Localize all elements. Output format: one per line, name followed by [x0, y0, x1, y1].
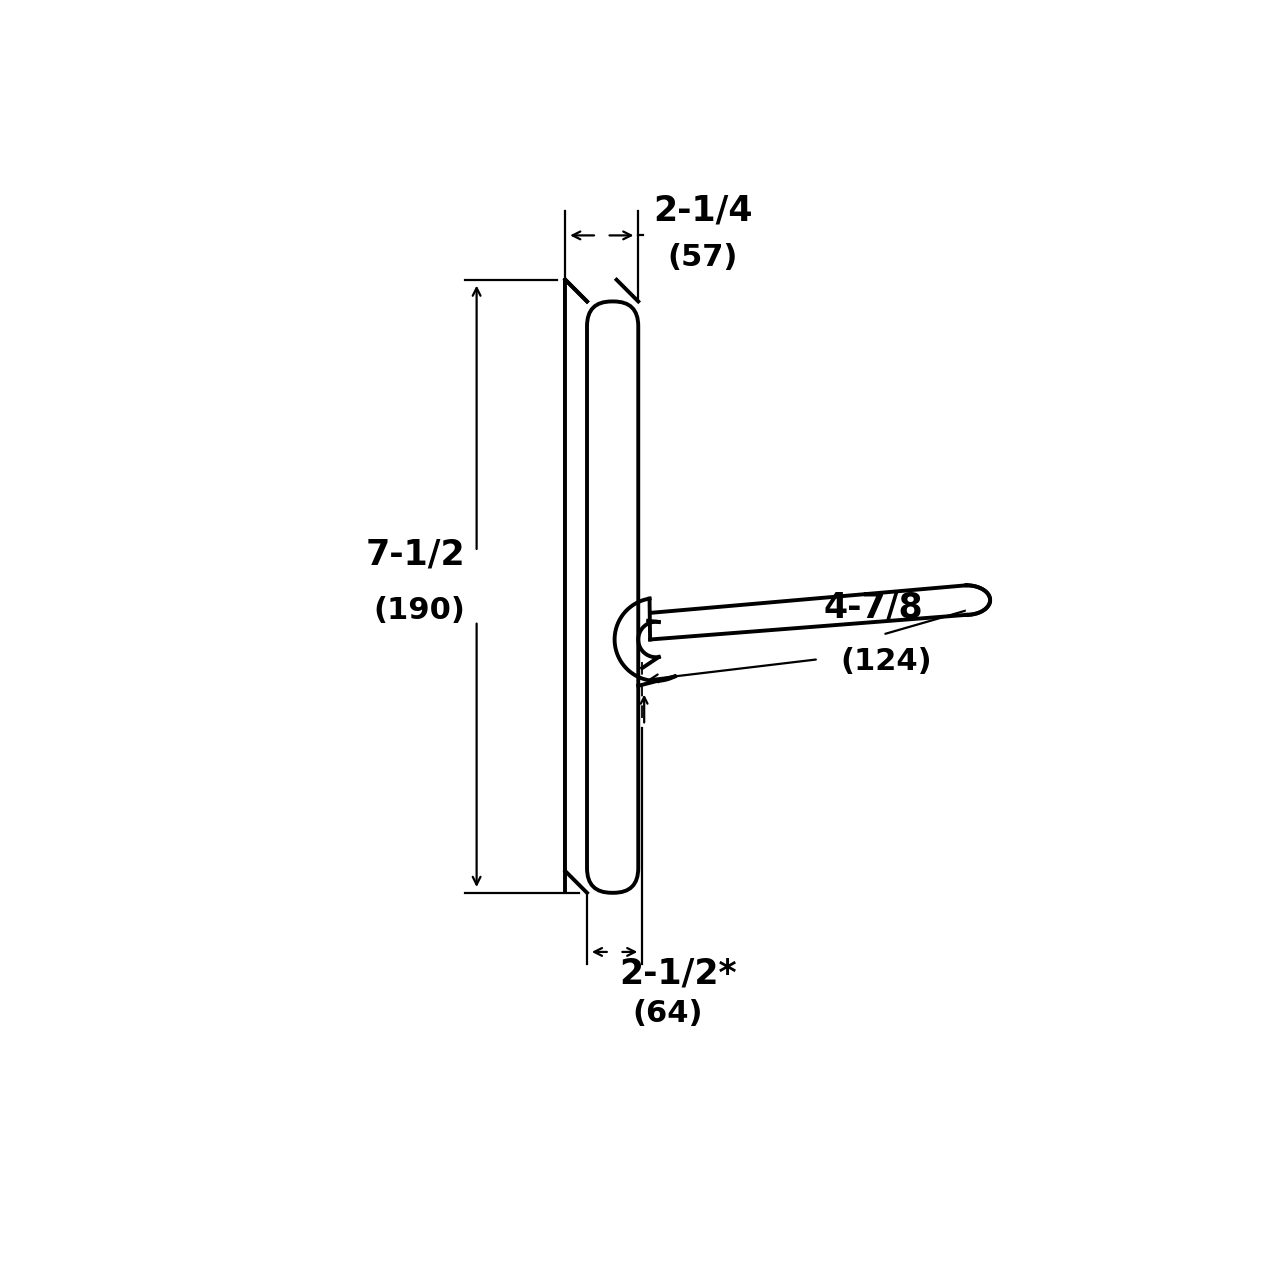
Text: (124): (124) [840, 648, 932, 676]
Polygon shape [966, 585, 991, 614]
Text: 2-1/2*: 2-1/2* [620, 957, 737, 991]
Text: 2-1/4: 2-1/4 [653, 193, 753, 228]
Text: (64): (64) [632, 1000, 703, 1028]
Text: (57): (57) [668, 243, 739, 273]
Text: 7-1/2: 7-1/2 [365, 538, 465, 571]
Text: 4-7/8: 4-7/8 [823, 590, 923, 625]
Text: (190): (190) [372, 596, 465, 625]
Polygon shape [566, 280, 588, 893]
FancyBboxPatch shape [588, 301, 639, 893]
